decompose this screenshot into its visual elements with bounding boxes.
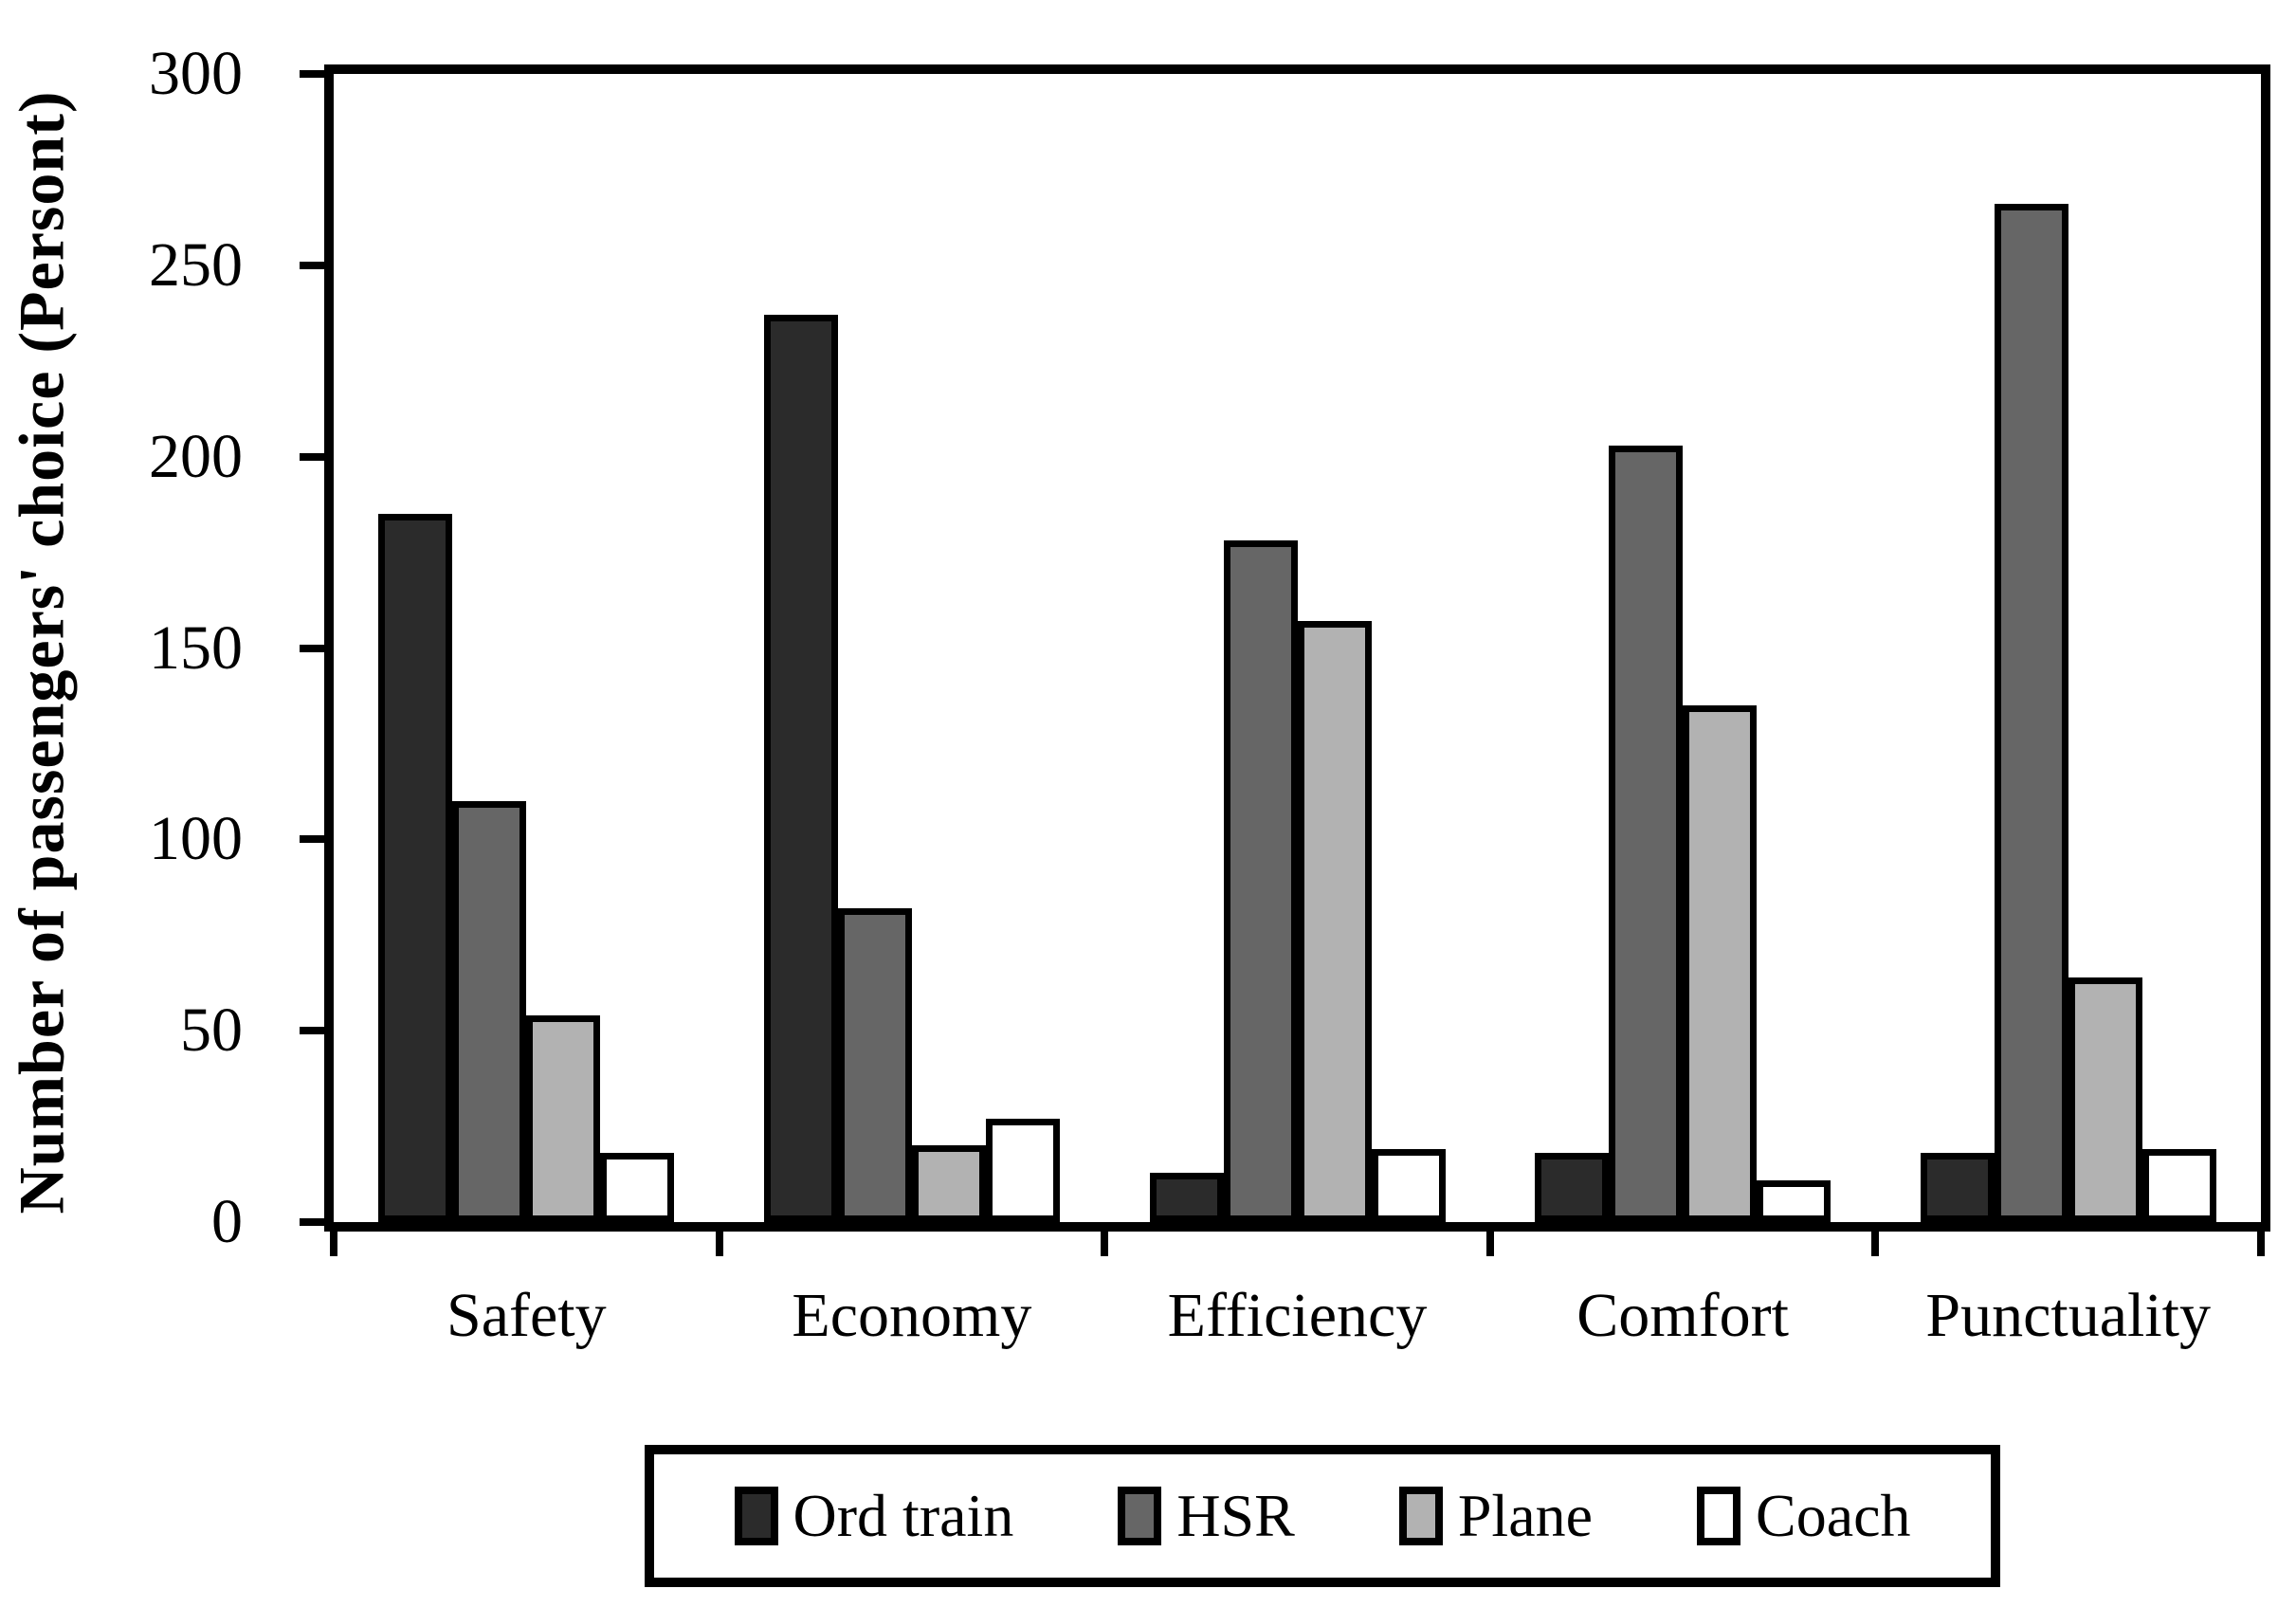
bar-hsr: [1994, 204, 2068, 1222]
y-tick: [300, 1027, 334, 1035]
x-tick: [715, 1222, 723, 1256]
x-tick: [330, 1222, 337, 1256]
y-tick: [300, 644, 334, 652]
bar-hsr: [1223, 540, 1298, 1222]
x-tick: [1485, 1222, 1494, 1256]
legend-label: Ord train: [793, 1482, 1014, 1549]
bar-coach: [1371, 1149, 1446, 1222]
y-tick-label: 250: [149, 229, 243, 300]
bar-plane: [1683, 705, 1758, 1222]
legend-item: HSR: [1118, 1483, 1295, 1549]
y-tick: [300, 261, 334, 269]
legend-label: Plane: [1457, 1482, 1593, 1549]
y-tick: [300, 70, 334, 78]
bar-plane: [911, 1145, 986, 1222]
legend-swatch: [1398, 1487, 1443, 1545]
category-label: Punctuality: [1925, 1281, 2212, 1350]
bar-ord-train: [1535, 1153, 1610, 1222]
bar-hsr: [452, 801, 527, 1222]
y-tick-label: 100: [149, 804, 243, 874]
bar-coach: [2141, 1149, 2216, 1222]
x-tick: [1871, 1222, 1880, 1256]
legend-item: Ord train: [734, 1482, 1014, 1549]
y-tick: [300, 452, 334, 461]
category-label: Comfort: [1576, 1281, 1789, 1350]
y-tick-label: 150: [149, 612, 243, 683]
bar-coach: [600, 1153, 675, 1222]
bar-ord-train: [763, 315, 838, 1222]
legend-label: Coach: [1756, 1482, 1911, 1549]
legend-label: HSR: [1176, 1482, 1295, 1549]
bar-plane: [1297, 621, 1372, 1222]
y-tick: [300, 1218, 334, 1226]
legend-swatch: [1118, 1487, 1162, 1545]
legend-item: Coach: [1697, 1483, 1911, 1549]
y-tick: [300, 835, 334, 844]
bar-plane: [2068, 977, 2142, 1222]
bar-ord-train: [378, 514, 453, 1222]
legend-item: Plane: [1398, 1482, 1593, 1549]
bar-ord-train: [1920, 1153, 1995, 1222]
category-label: Safety: [446, 1281, 607, 1350]
y-tick-label: 50: [180, 995, 243, 1066]
category-label: Efficiency: [1167, 1281, 1428, 1350]
x-tick: [2257, 1222, 2265, 1256]
legend-swatch: [734, 1487, 778, 1545]
bar-coach: [1757, 1180, 1831, 1222]
bar-hsr: [837, 908, 912, 1222]
legend: Ord train HSR Plane Coach: [645, 1445, 2000, 1587]
y-tick-label: 0: [211, 1187, 243, 1256]
category-label: Economy: [792, 1281, 1032, 1350]
bar-plane: [526, 1015, 601, 1222]
y-tick-label: 200: [149, 421, 243, 491]
y-tick-label: 300: [149, 39, 243, 108]
x-tick: [1101, 1222, 1109, 1256]
bar-hsr: [1609, 446, 1684, 1222]
bar-ord-train: [1149, 1173, 1224, 1222]
legend-swatch: [1697, 1487, 1740, 1545]
bar-coach: [985, 1119, 1060, 1222]
plot-area: [300, 64, 2270, 1256]
